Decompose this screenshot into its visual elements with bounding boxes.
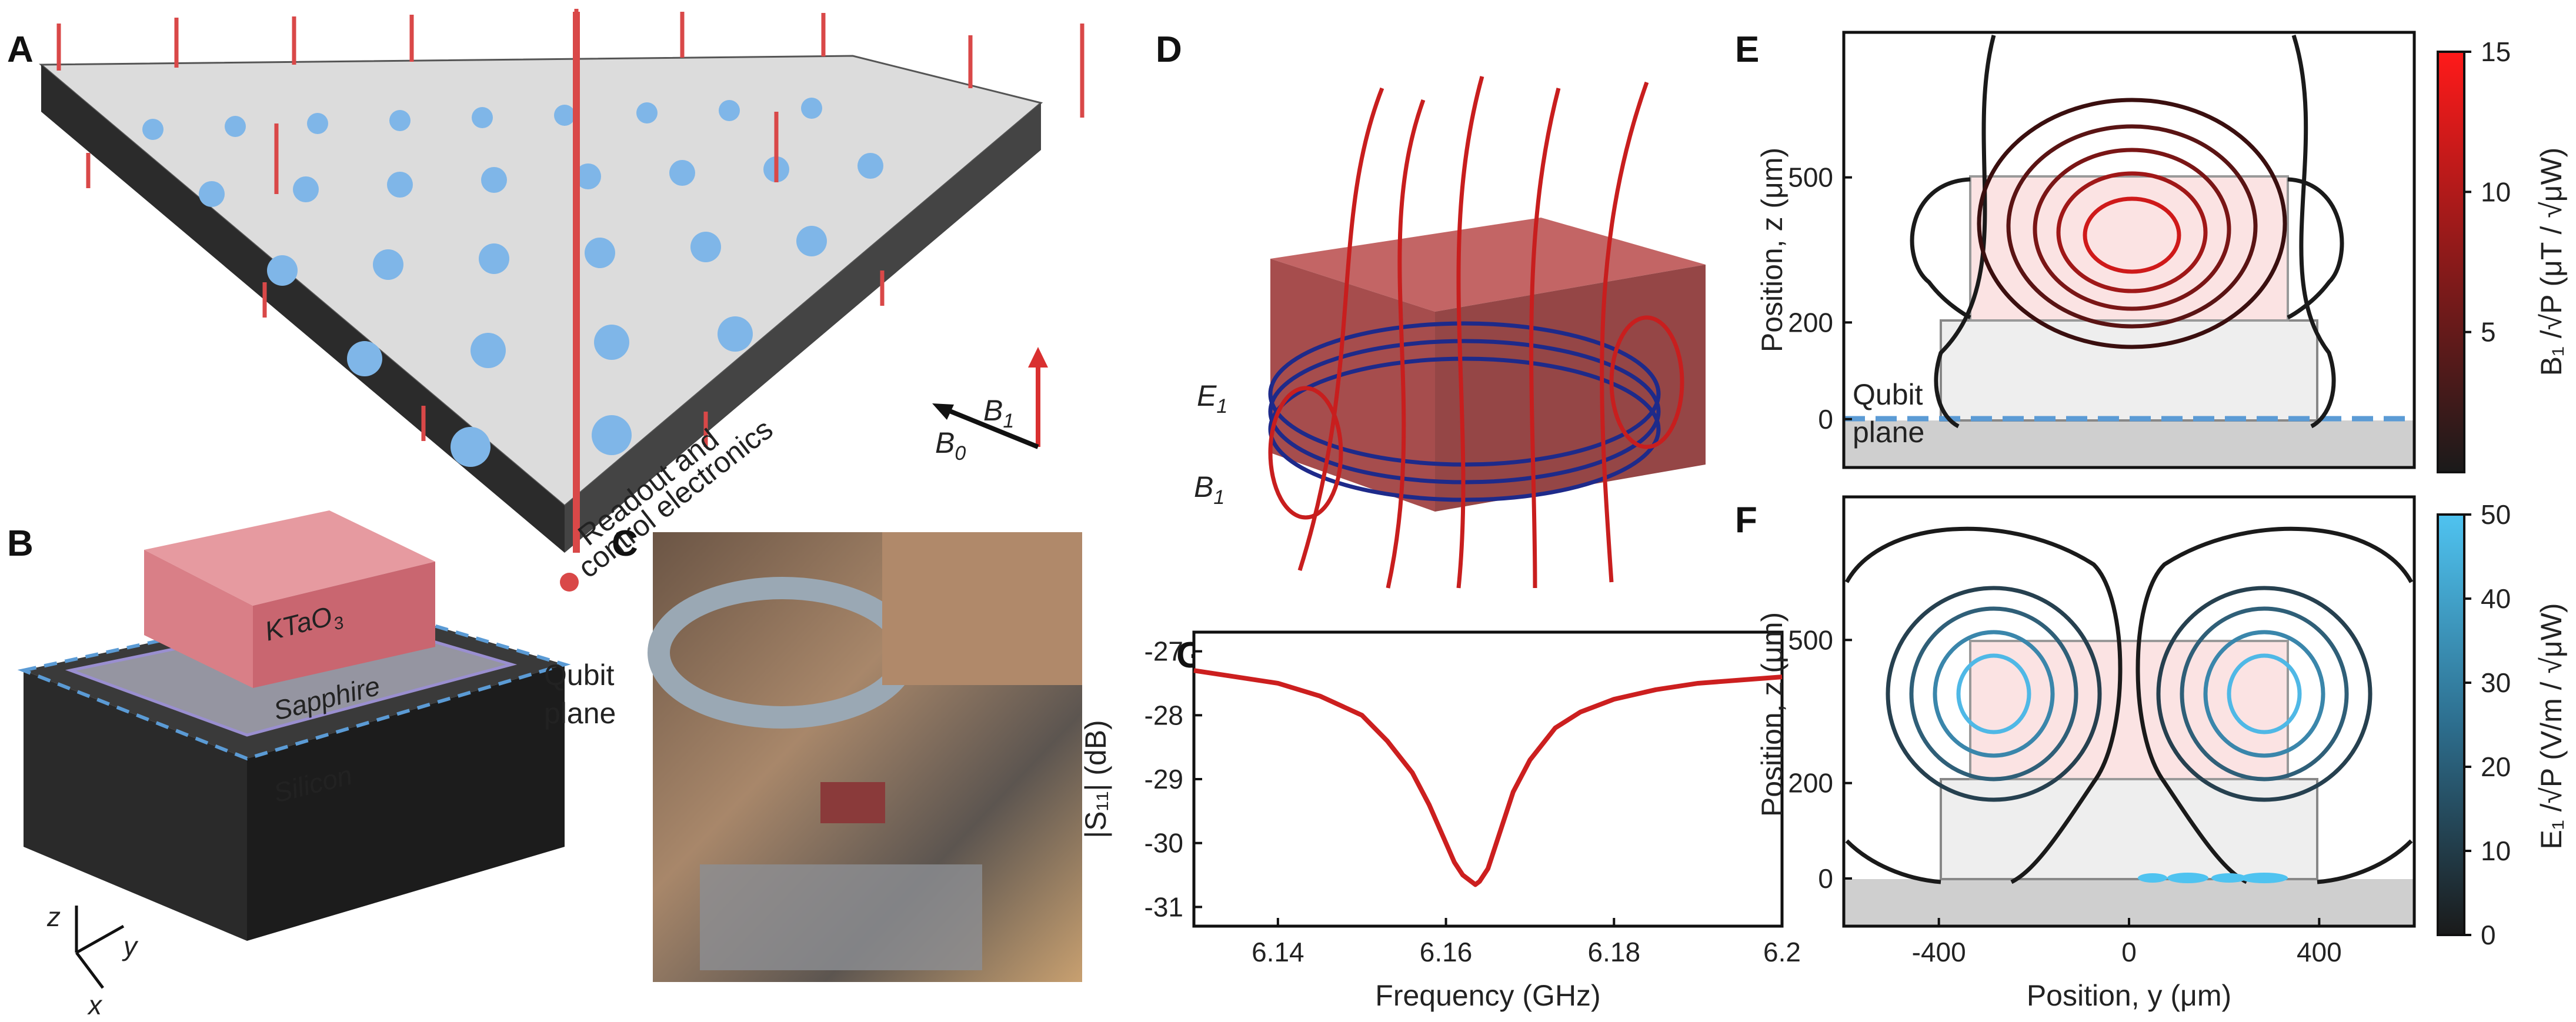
- s11-curve: [1193, 668, 1783, 887]
- spin-array: [142, 98, 883, 467]
- colorbar-tick-label: 40: [2481, 583, 2511, 614]
- electronics-right-face: [565, 103, 1041, 553]
- axes-triad: [75, 906, 125, 989]
- contour-ytick-label: 0: [1818, 863, 1833, 894]
- plot-e-qubit-label-2: plane: [1853, 416, 1924, 449]
- b0-label: B0: [935, 426, 966, 465]
- e1-contours: [1844, 526, 2414, 884]
- colorbar-tick-label: 30: [2481, 667, 2511, 698]
- colorbar-tick-label: 0: [2481, 920, 2496, 950]
- silicon-left: [24, 670, 247, 941]
- chart-g-ylabel: |S₁₁| (dB): [1079, 720, 1112, 838]
- e1-label: E1: [1197, 379, 1227, 418]
- colorbar-tick-label: 15: [2481, 36, 2511, 67]
- colorbar-tick-label: 10: [2481, 836, 2511, 866]
- b1-field-lines: [1268, 76, 1684, 589]
- plot-e-ylabel: Position, z (μm): [1756, 148, 1788, 352]
- contour-xtick-label: 0: [2121, 937, 2137, 967]
- resonator-left: [1270, 259, 1435, 512]
- chart-g-xlabel: Frequency (GHz): [1375, 979, 1600, 1012]
- plot-f-crystal: [1969, 640, 2289, 780]
- contour-ytick-label: 500: [1788, 624, 1833, 655]
- colorbar-f-ticks: 0 10 20 30 40 50: [2464, 499, 2511, 950]
- contour-ytick-label: 500: [1788, 162, 1833, 193]
- copper-holder: [882, 532, 1082, 685]
- electronics-left-face: [41, 65, 565, 553]
- colorbar-tick-label: 5: [2481, 317, 2496, 348]
- qubit-plane-label-1: Qubit: [544, 659, 615, 692]
- center-spin-end: [560, 573, 579, 592]
- spin-arrows: [56, 9, 1085, 553]
- crystal-right: [253, 562, 435, 688]
- colorbar-tick-label: 50: [2481, 499, 2511, 530]
- panel-a: A Readout and control electronics B1 B0: [7, 9, 1085, 592]
- plot-e-qubit-label-1: Qubit: [1853, 378, 1923, 411]
- panel-c: C: [612, 523, 1082, 982]
- contour-ytick-label: 0: [1818, 404, 1833, 435]
- b-field-legend: B1 B0: [932, 347, 1048, 465]
- panel-b: B KTaO3 Sapphire Silicon Qubit plane z y…: [7, 510, 616, 1020]
- plot-e-sapphire: [1940, 319, 2318, 422]
- colorbar-f-label: E₁ /√P (V/m / √μW): [2535, 603, 2568, 849]
- plot-f-xlabel: Position, y (μm): [2027, 979, 2231, 1012]
- panel-c-label: C: [612, 523, 638, 564]
- plot-f-ylabel: Position, z (μm): [1756, 612, 1788, 817]
- plot-f-sapphire: [1940, 778, 2318, 880]
- substrate-block: [700, 864, 982, 970]
- plot-e-frame: [1842, 31, 2416, 469]
- b1-contours: [1910, 34, 2344, 429]
- panel-e-label: E: [1735, 29, 1759, 70]
- colorbar-e-ticks: 5 10 15: [2464, 36, 2511, 348]
- panel-a-label: A: [7, 29, 34, 70]
- axis-z: z: [46, 901, 61, 932]
- colorbar-e: [2437, 51, 2465, 473]
- silicon-right: [247, 664, 565, 941]
- contour-ytick-label: 200: [1788, 307, 1833, 338]
- plot-e-substrate: [1844, 420, 2414, 467]
- qubit-plane-label-2: plane: [544, 697, 616, 730]
- contour-xtick-label: -400: [1912, 937, 1966, 967]
- contour-ytick-label: 200: [1788, 768, 1833, 799]
- axis-y: y: [122, 931, 139, 961]
- resonator-top: [1270, 218, 1706, 312]
- contour-xtick-label: 400: [2297, 937, 2342, 967]
- plot-e-ticks: 0 200 500: [1788, 162, 1852, 435]
- colorbar-e-label: B₁ /√P (μT / √μW): [2535, 148, 2568, 376]
- qubit-hotspots: [2138, 873, 2288, 883]
- crystal-left: [144, 550, 253, 688]
- chart-g-ytick-label: -31: [1144, 891, 1183, 922]
- panel-g: G 6.14 6.16 6.18 6.2-27-28-29-30-31 Frequen…: [1079, 630, 1801, 1012]
- panel-b-label: B: [7, 523, 34, 564]
- chart-g-ticks: 6.14 6.16 6.18 6.2 -27 -28 -29 -30 -31: [1144, 636, 1801, 967]
- chart-g-frame: [1192, 630, 1784, 928]
- colorbar-tick-label: 10: [2481, 176, 2511, 207]
- b1-label: B1: [983, 394, 1014, 432]
- panel-d-label: D: [1156, 29, 1182, 70]
- chart-g-xtick-label: 6.18: [1588, 937, 1641, 967]
- panel-e: E Qubit plane 0 200 500 Position, z (μm) 5…: [1735, 29, 2568, 473]
- panel-d: D E1 B1: [1156, 29, 1706, 589]
- colorbar-tick-label: 20: [2481, 752, 2511, 782]
- chart-g-xtick-label: 6.2: [1763, 937, 1801, 967]
- plot-f-ticks: 0 200 500 -400 0 400: [1788, 624, 2341, 967]
- chart-g-ytick-label: -29: [1144, 764, 1183, 794]
- chart-g-xtick-label: 6.16: [1420, 937, 1473, 967]
- chart-g-ytick-label: -30: [1144, 828, 1183, 859]
- colorbar-f: [2437, 513, 2465, 936]
- b1-label-d: B1: [1194, 470, 1224, 509]
- sample-chip: [820, 782, 885, 823]
- chart-g-ytick-label: -27: [1144, 636, 1183, 667]
- crystal-top: [144, 510, 435, 606]
- chart-g-ytick-label: -28: [1144, 700, 1183, 730]
- qubit-array-top: [38, 55, 1043, 507]
- panel-f-label: F: [1735, 500, 1757, 540]
- chart-g-xtick-label: 6.14: [1252, 937, 1304, 967]
- axis-x: x: [87, 990, 103, 1020]
